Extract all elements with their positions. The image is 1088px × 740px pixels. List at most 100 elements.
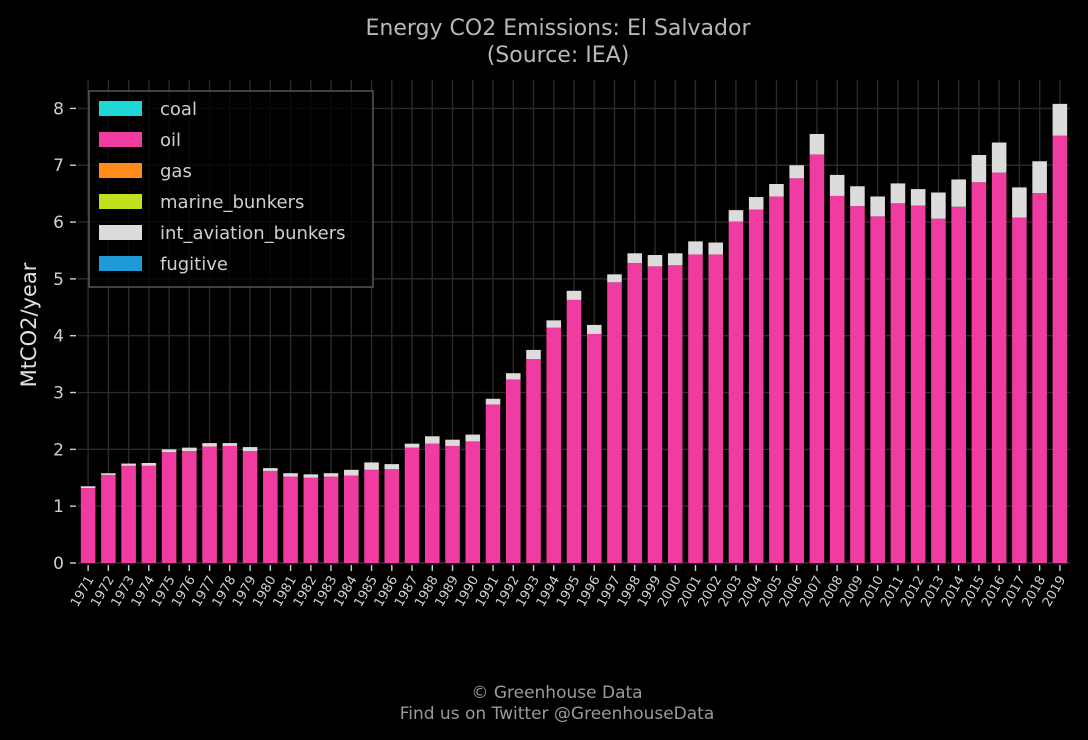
legend-label-coal: coal bbox=[160, 99, 197, 120]
bar-int-aviation-bunkers bbox=[384, 464, 400, 470]
legend-label-fugitive: fugitive bbox=[160, 254, 228, 275]
legend-swatch-gas bbox=[99, 163, 142, 178]
bar-int-aviation-bunkers bbox=[991, 142, 1007, 173]
bar-oil bbox=[384, 469, 400, 563]
legend-swatch-coal bbox=[99, 101, 142, 116]
bar-oil bbox=[364, 469, 379, 563]
bar-int-aviation-bunkers bbox=[222, 443, 238, 446]
bar-oil bbox=[80, 487, 96, 563]
bar-oil bbox=[971, 182, 987, 563]
bar-int-aviation-bunkers bbox=[1032, 161, 1047, 194]
bar-oil bbox=[101, 474, 116, 563]
legend-label-marine-bunkers: marine_bunkers bbox=[160, 192, 304, 213]
bar-int-aviation-bunkers bbox=[789, 165, 804, 179]
bar-oil bbox=[829, 195, 845, 564]
bar-int-aviation-bunkers bbox=[1012, 187, 1027, 218]
bar-int-aviation-bunkers bbox=[80, 486, 96, 488]
bar-oil bbox=[890, 203, 906, 563]
bar-int-aviation-bunkers bbox=[141, 462, 157, 466]
bar-oil bbox=[910, 205, 926, 563]
bar-oil bbox=[323, 476, 339, 563]
bar-oil bbox=[607, 282, 622, 563]
y-tick-label: 8 bbox=[53, 99, 64, 119]
bar-oil bbox=[647, 266, 663, 563]
bar-oil bbox=[1012, 217, 1027, 563]
legend-label-int-aviation-bunkers: int_aviation_bunkers bbox=[160, 223, 346, 244]
bar-int-aviation-bunkers bbox=[607, 274, 622, 283]
bar-oil bbox=[283, 476, 298, 563]
chart-subtitle: (Source: IEA) bbox=[487, 43, 630, 68]
y-tick-label: 0 bbox=[53, 554, 64, 574]
bar-oil bbox=[121, 465, 136, 563]
bar-oil bbox=[728, 221, 744, 563]
bar-int-aviation-bunkers bbox=[546, 320, 562, 328]
bar-oil bbox=[627, 262, 643, 563]
bar-int-aviation-bunkers bbox=[465, 434, 481, 442]
legend-label-oil: oil bbox=[160, 130, 181, 151]
bar-int-aviation-bunkers bbox=[505, 373, 521, 380]
bar-int-aviation-bunkers bbox=[951, 179, 966, 207]
bar-int-aviation-bunkers bbox=[344, 469, 359, 476]
bar-int-aviation-bunkers bbox=[1052, 103, 1068, 136]
y-tick-label: 6 bbox=[53, 213, 64, 233]
bar-oil bbox=[485, 404, 501, 563]
legend-label-gas: gas bbox=[160, 161, 192, 182]
bar-oil bbox=[1032, 193, 1047, 563]
bar-oil bbox=[1052, 135, 1068, 563]
bar-int-aviation-bunkers bbox=[283, 473, 298, 477]
bar-oil bbox=[161, 452, 177, 563]
bar-int-aviation-bunkers bbox=[627, 253, 643, 263]
bar-int-aviation-bunkers bbox=[445, 439, 460, 446]
bar-oil bbox=[789, 178, 804, 564]
bar-oil bbox=[242, 451, 258, 563]
bar-oil bbox=[222, 445, 238, 563]
bar-oil bbox=[566, 299, 582, 563]
bar-oil bbox=[951, 206, 966, 563]
twitter-line: Find us on Twitter @GreenhouseData bbox=[399, 704, 715, 724]
bar-int-aviation-bunkers bbox=[424, 436, 440, 444]
bar-int-aviation-bunkers bbox=[303, 474, 319, 478]
legend-swatch-int-aviation-bunkers bbox=[99, 225, 142, 240]
legend: coal oil gas marine_bunkers int_aviation_bun… bbox=[88, 90, 374, 288]
bar-int-aviation-bunkers bbox=[931, 192, 946, 219]
bar-int-aviation-bunkers bbox=[526, 349, 541, 360]
bar-int-aviation-bunkers bbox=[485, 398, 501, 405]
axes: 0123456781971197219731974197519761977197… bbox=[53, 99, 1069, 609]
bar-int-aviation-bunkers bbox=[728, 210, 744, 222]
y-tick-label: 5 bbox=[53, 270, 64, 290]
bar-int-aviation-bunkers bbox=[121, 463, 136, 466]
legend-box bbox=[88, 90, 374, 288]
y-tick-label: 3 bbox=[53, 384, 64, 404]
bar-int-aviation-bunkers bbox=[586, 324, 602, 335]
bar-oil bbox=[667, 265, 683, 563]
credit-line: © Greenhouse Data bbox=[471, 683, 643, 703]
legend-swatch-fugitive bbox=[99, 256, 142, 271]
chart-title: Energy CO2 Emissions: El Salvador bbox=[366, 16, 752, 41]
bar-int-aviation-bunkers bbox=[708, 242, 724, 255]
bar-oil bbox=[303, 477, 319, 563]
bar-int-aviation-bunkers bbox=[829, 174, 845, 196]
bar-int-aviation-bunkers bbox=[870, 196, 885, 217]
bar-int-aviation-bunkers bbox=[323, 473, 339, 477]
bar-oil bbox=[182, 451, 197, 563]
bar-int-aviation-bunkers bbox=[182, 447, 197, 452]
y-tick-label: 4 bbox=[53, 327, 64, 347]
bar-int-aviation-bunkers bbox=[769, 183, 784, 197]
bar-oil bbox=[505, 379, 521, 563]
bar-int-aviation-bunkers bbox=[161, 449, 177, 453]
bar-oil bbox=[769, 196, 784, 564]
bar-oil bbox=[202, 446, 217, 563]
bar-oil bbox=[424, 443, 440, 563]
bar-oil bbox=[526, 359, 541, 563]
bar-int-aviation-bunkers bbox=[566, 290, 582, 300]
legend-swatch-marine-bunkers bbox=[99, 194, 142, 209]
bar-int-aviation-bunkers bbox=[971, 155, 987, 183]
bar-oil bbox=[870, 216, 885, 563]
bar-int-aviation-bunkers bbox=[748, 197, 764, 210]
bar-int-aviation-bunkers bbox=[263, 468, 278, 471]
bar-oil bbox=[404, 447, 420, 563]
bar-int-aviation-bunkers bbox=[910, 189, 926, 206]
bar-oil bbox=[141, 465, 157, 563]
bar-oil bbox=[748, 209, 764, 563]
bar-oil bbox=[991, 172, 1007, 563]
